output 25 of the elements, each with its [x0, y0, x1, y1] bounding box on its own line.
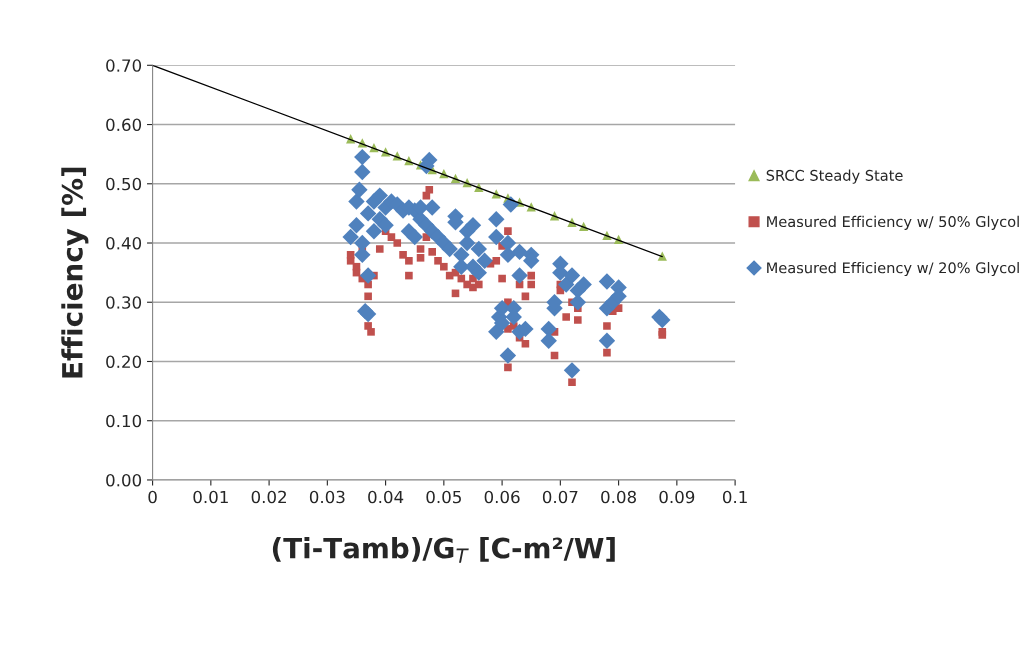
legend-label: Measured Efficiency w/ 20% Glycol	[767, 262, 1019, 277]
y-tick-label: 0.00	[106, 473, 142, 487]
x-tick-label: 0.1	[722, 490, 747, 504]
point	[657, 251, 667, 261]
y-tick-label: 0.40	[106, 236, 142, 250]
y-tick-label: 0.60	[106, 118, 142, 132]
x-tick-label: 0	[148, 490, 157, 504]
legend-label: SRCC Steady State	[766, 169, 903, 184]
x-tick-label: 0.04	[368, 490, 404, 504]
x-tick-label: 0.06	[484, 490, 520, 504]
legend-label: Measured Efficiency w/ 50% Glycol	[767, 215, 1019, 230]
y-tick-label: 0.30	[106, 296, 142, 309]
y-axis-title: Efficiency [%]	[61, 167, 89, 378]
x-tick-label: 0.05	[426, 490, 461, 504]
x-axis-title: (Ti-Tamb)/G$_{T}$ [C-m²/W]	[272, 537, 615, 563]
x-tick-label: 0.09	[659, 490, 695, 504]
y-tick-label: 0.20	[106, 355, 142, 369]
x-tick-label: 0.03	[309, 490, 345, 504]
y-tick-label: 0.50	[106, 177, 142, 191]
x-tick-label: 0.07	[542, 490, 578, 504]
x-tick-label: 0.08	[601, 490, 637, 504]
x-tick-label: 0.01	[193, 490, 228, 504]
y-tick-label: 0.70	[106, 59, 142, 72]
x-tick-label: 0.02	[251, 490, 286, 504]
y-tick-label: 0.10	[106, 414, 142, 428]
